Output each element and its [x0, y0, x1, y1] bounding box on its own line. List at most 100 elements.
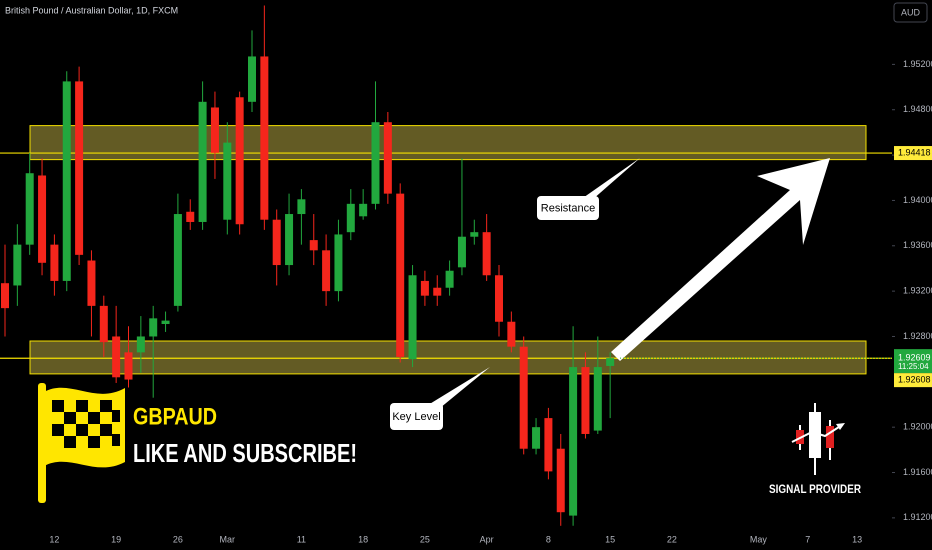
currency-box	[893, 2, 928, 23]
candle-body	[198, 101, 207, 222]
candle-body	[186, 211, 195, 222]
candle-body	[161, 320, 170, 325]
currency: AUD	[901, 7, 921, 17]
candle-body	[420, 280, 429, 296]
y-tick-label: 1.92800	[903, 331, 932, 341]
candle-body	[408, 275, 417, 360]
candle-body	[50, 244, 59, 281]
x-tick-label: 18	[358, 534, 368, 544]
candle-body	[13, 244, 22, 286]
subscribe-banner: LIKE AND SUBSCRIBE!	[133, 438, 357, 468]
chart-title: British Pound / Australian Dollar, 1D, F…	[5, 5, 178, 15]
candle-body	[346, 203, 355, 233]
x-tick-label: Apr	[480, 534, 494, 544]
countdown: 11:25:04	[898, 362, 929, 371]
x-tick-label: 26	[173, 534, 183, 544]
y-tick-label: 1.92000	[903, 422, 932, 432]
annotation: Key Level	[392, 411, 440, 423]
y-tick-label: 1.94000	[903, 195, 932, 205]
candle-body	[62, 81, 71, 281]
flag-logo	[38, 383, 125, 503]
candle-body	[556, 448, 565, 513]
x-tick-label: 25	[420, 534, 430, 544]
candle-body	[272, 219, 281, 266]
candle-body	[124, 352, 133, 380]
candle-body	[457, 236, 466, 268]
candle-body	[383, 122, 392, 194]
y-tick-label: 1.93600	[903, 240, 932, 250]
x-tick-label: 22	[667, 534, 677, 544]
candle-body	[285, 214, 294, 266]
candle-body	[210, 107, 219, 153]
x-tick-label: 11	[297, 534, 306, 544]
candle-body	[606, 358, 615, 366]
x-tick-label: 15	[605, 534, 615, 544]
x-tick-label: Mar	[220, 534, 236, 544]
x-tick-label: 13	[852, 534, 862, 544]
zone	[29, 125, 867, 161]
x-tick-label: May	[750, 534, 768, 544]
candle-body	[482, 232, 491, 276]
candle-body	[260, 56, 269, 220]
callout-pointer	[580, 158, 640, 200]
level-label: 1.92608	[898, 375, 931, 385]
callout-pointer	[428, 367, 490, 408]
candle-body	[396, 193, 405, 357]
y-tick-label: 1.91200	[903, 512, 932, 522]
candle-body	[433, 287, 442, 296]
y-tick-label: 1.94800	[903, 104, 932, 114]
x-tick-label: 7	[805, 534, 810, 544]
candle-body	[173, 214, 182, 306]
candle-body	[87, 260, 96, 306]
callout-box	[390, 403, 443, 430]
candle-body	[371, 122, 380, 204]
annotation: Resistance	[541, 202, 595, 214]
candle-body	[334, 234, 343, 292]
callout-box	[537, 196, 599, 220]
candle-body	[149, 318, 158, 337]
candle-body	[235, 97, 244, 225]
y-tick-label: 1.95200	[903, 59, 932, 69]
y-tick-label: 1.93200	[903, 286, 932, 296]
candle-body	[495, 275, 503, 322]
trend-arrow	[611, 158, 830, 361]
candle-body	[581, 367, 590, 434]
current-price-tag	[894, 349, 932, 374]
candle-body	[38, 175, 47, 263]
candle-body	[359, 203, 368, 217]
candle-body	[223, 142, 232, 220]
candle-body	[309, 240, 318, 251]
candle-body	[248, 56, 256, 102]
level-label: 1.94418	[898, 147, 931, 157]
brand-logo	[791, 403, 845, 475]
current-price: 1.92609	[898, 353, 931, 363]
symbol-banner: GBPAUD	[133, 403, 217, 430]
candle-body	[445, 270, 454, 288]
candle-body	[112, 336, 121, 378]
candle-body	[1, 283, 9, 309]
candle-body	[532, 427, 541, 449]
candle-body	[99, 305, 108, 343]
candle-body	[519, 346, 528, 449]
candle-body	[569, 367, 578, 516]
candle-body	[136, 336, 145, 353]
candle-body	[25, 173, 34, 245]
candle-body	[322, 250, 331, 292]
zone	[29, 340, 867, 375]
brand-name: SIGNAL PROVIDER	[769, 482, 861, 496]
level-tag	[894, 146, 932, 161]
candle-body	[297, 199, 306, 215]
candle-body	[75, 81, 84, 255]
x-tick-label: 19	[111, 534, 121, 544]
y-tick-label: 1.91600	[903, 467, 932, 477]
level-tag	[894, 373, 932, 388]
candle-body	[470, 232, 479, 237]
candle-body	[507, 321, 516, 347]
candle-body	[544, 418, 553, 472]
x-tick-label: 8	[546, 534, 551, 544]
candle-body	[593, 367, 602, 431]
x-tick-label: 12	[49, 534, 59, 544]
